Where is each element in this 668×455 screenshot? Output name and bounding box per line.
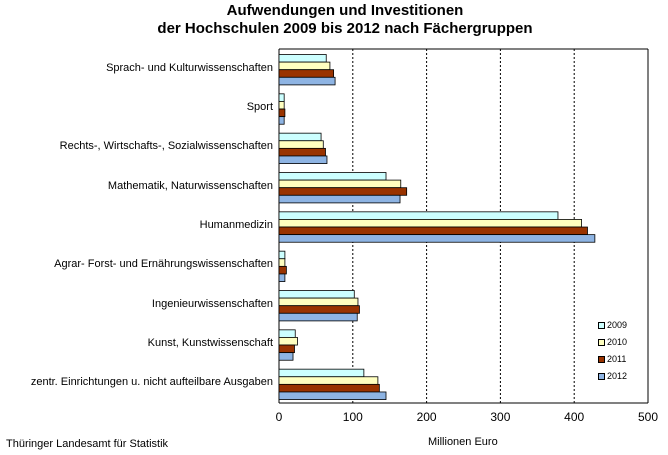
category-label: Sport — [246, 101, 273, 113]
category-label: Agrar- Forst- und Ernährungswissenschaft… — [54, 258, 273, 271]
bar-2010 — [278, 258, 286, 267]
category-label: Humanmedizin — [199, 219, 273, 231]
bar-2009 — [278, 329, 296, 338]
bar-2012 — [278, 234, 596, 243]
x-tick-label: 300 — [490, 410, 511, 424]
bar-2010 — [278, 61, 331, 71]
category-label: zentr. Einrichtungen u. nicht aufteilbar… — [30, 376, 273, 389]
bar-2011 — [278, 383, 380, 393]
x-tick-label: 100 — [342, 410, 363, 424]
category-label: Rechts-, Wirtschafts-, Sozialwissenschaf… — [59, 140, 273, 153]
bar-2010 — [278, 297, 359, 307]
bar-2009 — [278, 290, 355, 299]
legend-swatch — [598, 372, 605, 380]
bar-2011 — [278, 108, 286, 118]
bar-2010 — [278, 179, 402, 189]
source-note: Thüringer Landesamt für Statistik — [6, 438, 169, 450]
bar-2010 — [278, 101, 285, 110]
bar-2010 — [278, 140, 324, 149]
bar-2010 — [278, 219, 582, 228]
bar-2012 — [278, 352, 294, 361]
bar-2011 — [278, 147, 326, 157]
legend-swatch — [598, 338, 605, 346]
legend-swatch — [598, 355, 605, 363]
bar-2012 — [278, 155, 328, 164]
x-tick-label: 400 — [564, 410, 585, 424]
category-label: Ingenieurwissenschaften — [151, 297, 273, 310]
legend-item: 2010 — [598, 337, 627, 347]
category-label: Mathematik, Naturwissenschaften — [107, 179, 273, 192]
legend-swatch — [598, 321, 605, 329]
x-tick-label: 200 — [416, 410, 437, 424]
bar-2009 — [278, 211, 559, 220]
bar-2010 — [278, 376, 379, 385]
x-tick-label: 0 — [275, 410, 283, 424]
bar-2012 — [278, 76, 336, 86]
bar-2012 — [278, 273, 286, 282]
bar-2012 — [278, 116, 285, 125]
bar-2012 — [278, 312, 358, 322]
legend-item: 2011 — [598, 354, 626, 364]
bar-2009 — [278, 132, 322, 142]
chart-title-line-1: Aufwendungen und Investitionen — [226, 2, 464, 19]
bar-2009 — [278, 93, 285, 102]
legend-label: 2010 — [607, 337, 628, 347]
bar-2011 — [278, 344, 295, 354]
bar-2011 — [278, 69, 335, 78]
legend-item: 2009 — [598, 320, 627, 330]
bar-2012 — [278, 391, 387, 400]
chart-title-line-2: der Hochschulen 2009 bis 2012 nach Fäche… — [157, 20, 533, 37]
x-axis-label: Millionen Euro — [428, 436, 498, 448]
bar-2012 — [278, 194, 401, 204]
bar-2009 — [278, 250, 286, 260]
bar-2011 — [278, 187, 408, 196]
category-label: Kunst, Kunstwissenschaft — [147, 337, 273, 349]
bar-2009 — [278, 54, 327, 63]
legend-label: 2009 — [607, 320, 628, 330]
bar-2011 — [278, 265, 287, 275]
legend-item: 2012 — [598, 371, 627, 381]
x-tick-label: 500 — [637, 410, 659, 424]
bar-2009 — [278, 368, 365, 378]
legend-label: 2011 — [607, 354, 627, 364]
bar-2011 — [278, 226, 588, 236]
category-label: Sprach- und Kulturwissenschaften — [106, 61, 273, 74]
bar-2009 — [278, 172, 387, 181]
bar-2011 — [278, 305, 360, 314]
legend-label: 2012 — [607, 371, 628, 381]
bar-2010 — [278, 337, 298, 346]
